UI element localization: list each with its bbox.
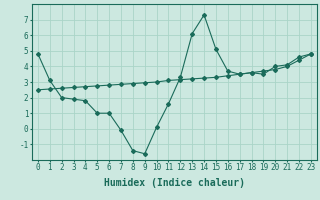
X-axis label: Humidex (Indice chaleur): Humidex (Indice chaleur) bbox=[104, 178, 245, 188]
